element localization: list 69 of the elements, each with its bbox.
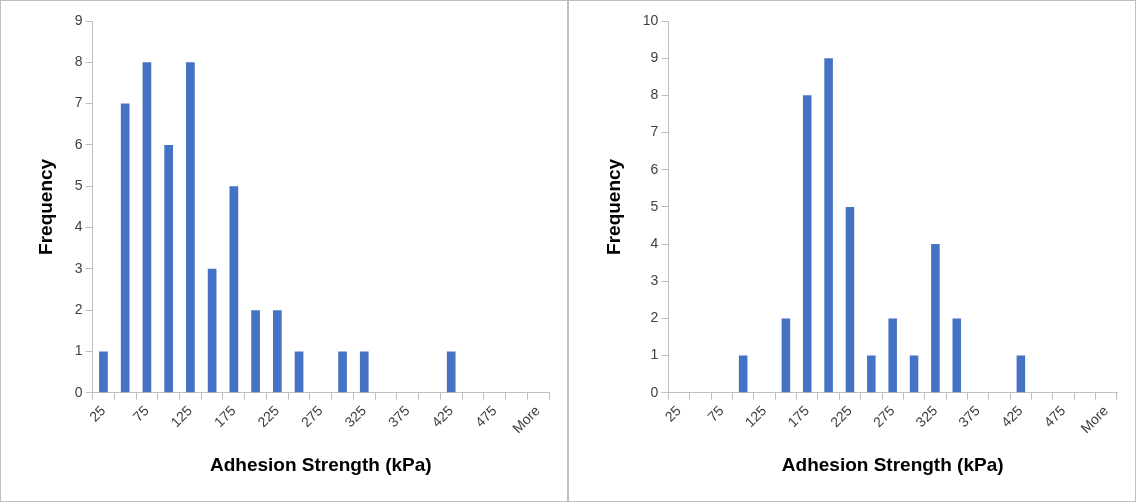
y-tick-label: 7 [650,123,659,140]
bar [164,144,173,393]
bar [186,62,195,393]
bar [251,310,260,393]
x-tick-label: 475 [471,402,500,431]
bar [446,351,456,393]
y-tick-label: 1 [74,342,83,359]
y-tick-label: 5 [74,177,83,194]
bar [229,186,239,393]
x-axis-title: Adhesion Strength (kPa) [209,453,432,475]
bar [120,103,130,393]
x-tick-label: 425 [428,402,457,431]
bar [845,206,855,393]
bar [99,351,108,393]
bar [781,318,791,393]
x-tick-label: 375 [384,402,413,431]
y-tick-label: 6 [650,160,659,177]
bar [338,351,347,393]
y-tick-label: 1 [650,346,659,363]
x-tick-label: 225 [254,402,283,431]
x-tick-label: 75 [704,402,727,425]
y-tick-label: 0 [650,383,659,400]
y-tick-label: 8 [74,53,83,70]
x-tick-label: 275 [869,402,898,431]
x-tick-label: 275 [297,402,326,431]
y-tick-label: 5 [650,197,659,214]
bar [802,95,812,393]
bar [952,318,962,393]
x-tick-label: 125 [741,402,770,431]
y-tick-label: 2 [650,309,659,326]
x-tick-label: 175 [210,402,239,431]
y-tick-label: 4 [650,234,659,251]
x-tick-label: 475 [1040,402,1069,431]
y-tick-label: 8 [650,86,659,103]
bar [359,351,369,393]
y-axis-title: Frequency [602,158,624,255]
bar [294,351,304,393]
bar [931,244,940,393]
y-tick-label: 6 [74,135,83,152]
y-tick-label: 9 [74,11,83,28]
x-tick-label: 325 [341,402,370,431]
x-axis-title: Adhesion Strength (kPa) [781,453,1004,475]
bar [207,268,217,393]
x-tick-label: 425 [997,402,1026,431]
y-tick-label: 4 [74,218,83,235]
bar [909,355,919,393]
x-tick-label: 25 [661,402,685,425]
x-tick-label: 25 [85,402,109,425]
y-axis-title: Frequency [34,158,56,255]
bar [738,355,748,393]
bar [824,58,833,393]
y-tick-label: 3 [650,272,659,289]
bar [888,318,897,393]
y-tick-label: 2 [74,301,83,318]
y-tick-label: 10 [642,11,659,28]
bar [142,62,152,393]
x-tick-label: 125 [167,402,196,431]
bar [272,310,282,393]
bar [867,355,876,393]
x-tick-label: 175 [784,402,813,431]
bar [1016,355,1026,393]
y-tick-label: 7 [74,94,83,111]
x-tick-label: 325 [912,402,941,431]
y-tick-label: 9 [650,49,659,66]
x-tick-label: 225 [826,402,855,431]
x-tick-label: 75 [129,402,152,425]
y-tick-label: 3 [74,259,83,276]
y-tick-label: 0 [74,383,83,400]
x-tick-label: 375 [955,402,984,431]
